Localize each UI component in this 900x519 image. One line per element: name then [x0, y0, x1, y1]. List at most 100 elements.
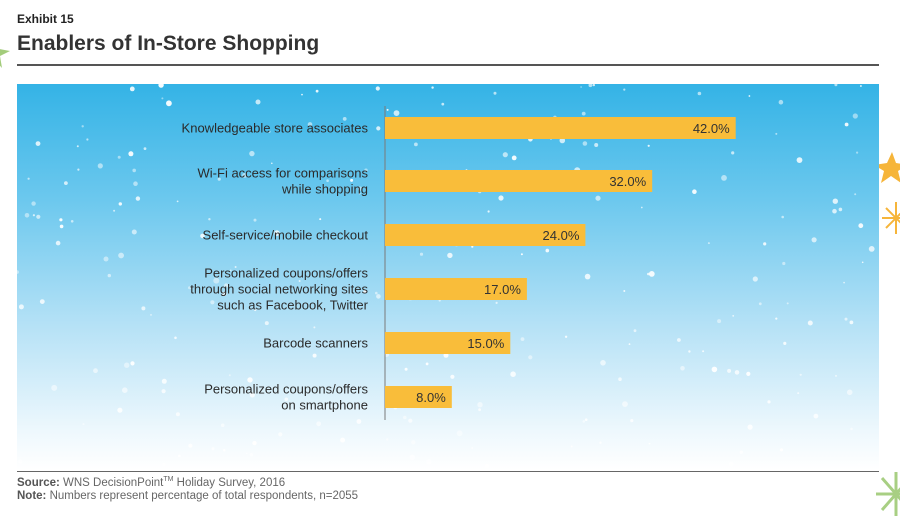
snow-dot: [868, 246, 875, 252]
snow-dot: [404, 367, 408, 371]
snow-dot: [493, 91, 497, 95]
bar-value-label: 24.0%: [543, 228, 580, 243]
snow-dot: [249, 392, 255, 398]
snow-dot: [570, 445, 573, 448]
snow-dot: [24, 213, 30, 218]
snow-dot: [128, 151, 134, 157]
snow-dot: [832, 198, 838, 204]
snow-dot: [763, 242, 767, 246]
snow-dot: [688, 350, 691, 353]
snow-dot: [859, 85, 862, 87]
snow-dot: [677, 338, 681, 342]
snow-dot: [441, 102, 445, 106]
snow-dot: [599, 441, 602, 444]
snow-dot: [77, 168, 80, 171]
snow-dot: [758, 302, 762, 306]
snow-dot: [623, 290, 626, 292]
snow-dot: [734, 370, 740, 375]
snow-dot: [18, 304, 24, 310]
snow-dot: [843, 281, 845, 284]
snow-dot: [580, 86, 582, 88]
snow-dot: [93, 368, 98, 374]
snow-dot: [213, 277, 220, 284]
snow-dot: [129, 86, 135, 92]
snow-dot: [247, 377, 253, 383]
snow-dot: [51, 384, 58, 391]
snow-dot: [150, 313, 152, 316]
snow-dot: [647, 144, 650, 147]
snow-dot: [731, 151, 735, 155]
snow-dot: [408, 418, 413, 423]
snow-dot: [131, 229, 137, 235]
snow-dot: [582, 420, 586, 423]
snow-dot: [103, 256, 109, 262]
snow-dot: [628, 343, 631, 345]
snow-dot: [728, 461, 734, 467]
snow-dot: [301, 93, 303, 96]
snow-dot: [59, 224, 64, 229]
snow-dot: [132, 168, 136, 173]
snow-dot: [456, 430, 463, 437]
snow-background: [17, 84, 875, 470]
snow-dot: [447, 252, 453, 259]
snow-dot: [409, 454, 415, 460]
snow-dot: [844, 317, 848, 321]
snow-dot: [358, 192, 361, 195]
snow-dot: [386, 108, 389, 111]
snow-dot: [217, 177, 221, 181]
snow-dot: [484, 463, 490, 469]
snow-dot: [117, 407, 123, 413]
snow-dot: [849, 320, 854, 325]
snow-dot: [767, 400, 771, 404]
snow-dot: [18, 459, 23, 464]
title-divider: [17, 64, 879, 66]
snow-dot: [582, 141, 588, 146]
exhibit-label: Exhibit 15: [17, 12, 74, 26]
snow-dot: [32, 214, 35, 217]
snow-dot: [622, 401, 628, 407]
snow-dot: [342, 117, 347, 121]
snow-dot: [707, 242, 710, 245]
snow-dot: [376, 294, 381, 299]
snow-dot: [255, 99, 261, 105]
snow-dot: [363, 290, 367, 294]
bar: [385, 117, 736, 139]
snow-dot: [697, 91, 702, 96]
snow-dot: [846, 389, 853, 396]
snow-dot: [36, 214, 41, 219]
snow-dot: [739, 450, 743, 454]
snow-dot: [594, 143, 599, 147]
bar-value-label: 42.0%: [693, 121, 730, 136]
snow-dot: [242, 173, 248, 178]
respondents-note: Note: Numbers represent percentage of to…: [17, 490, 358, 502]
snow-dot: [702, 350, 705, 353]
bar: [385, 278, 527, 300]
snow-dot: [55, 240, 61, 246]
snow-dot: [228, 374, 231, 377]
snow-dot: [174, 336, 177, 340]
trademark: TM: [163, 476, 174, 483]
snow-dot: [59, 218, 63, 222]
snow-dot: [64, 181, 68, 185]
snow-dot: [640, 206, 643, 209]
snow-dot: [253, 218, 257, 222]
bar: [385, 170, 653, 192]
category-label: through social networking sites: [190, 282, 368, 297]
note-label: Note:: [17, 490, 47, 502]
snow-dot: [158, 84, 164, 88]
snow-dot: [211, 447, 215, 451]
snow-dot: [856, 151, 859, 154]
snow-dot: [97, 163, 103, 169]
category-label: Knowledgeable store associates: [182, 121, 369, 136]
snow-dot: [732, 315, 735, 317]
snow-dot: [264, 321, 269, 326]
bar-value-label: 8.0%: [416, 390, 446, 405]
snow-dot: [796, 157, 803, 163]
source-label: Source:: [17, 476, 60, 489]
snow-dot: [717, 319, 722, 324]
source-text: WNS DecisionPoint: [59, 476, 164, 489]
snow-dot: [268, 130, 271, 133]
snow-dot: [779, 448, 784, 452]
star-icon: [878, 152, 900, 183]
snow-dot: [229, 269, 232, 272]
